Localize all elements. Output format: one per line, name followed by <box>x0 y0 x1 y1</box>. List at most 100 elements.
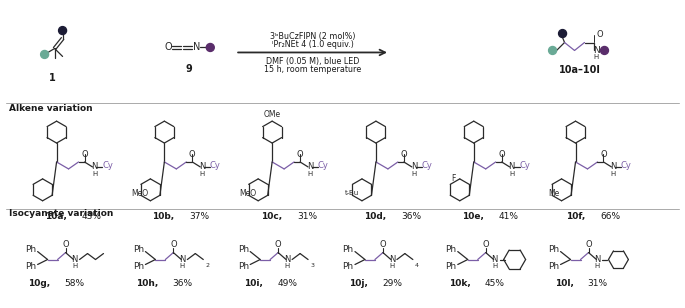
Text: 37%: 37% <box>189 212 210 221</box>
Text: MeO: MeO <box>239 189 256 198</box>
Text: H: H <box>179 263 185 270</box>
Text: 10e,: 10e, <box>462 212 484 221</box>
Text: H: H <box>509 171 514 177</box>
Text: F: F <box>451 174 456 183</box>
Text: H: H <box>72 263 77 270</box>
Text: N: N <box>284 255 290 264</box>
Text: O: O <box>297 149 303 159</box>
Text: 45%: 45% <box>485 279 505 288</box>
Text: Cy: Cy <box>102 161 113 170</box>
Text: Alkene variation: Alkene variation <box>9 104 92 113</box>
Text: DMF (0.05 M), blue LED: DMF (0.05 M), blue LED <box>266 57 359 66</box>
Text: Cy: Cy <box>519 161 530 170</box>
Text: O: O <box>275 240 282 249</box>
Text: 10b,: 10b, <box>152 212 175 221</box>
Text: N: N <box>71 255 77 264</box>
Text: O: O <box>189 149 196 159</box>
Text: H: H <box>92 171 97 177</box>
Text: OMe: OMe <box>264 110 281 119</box>
Text: O: O <box>499 149 505 159</box>
Text: 36%: 36% <box>173 279 192 288</box>
Text: O: O <box>82 149 88 159</box>
Circle shape <box>601 47 608 55</box>
Text: Ph: Ph <box>25 262 36 271</box>
Text: Ph: Ph <box>238 245 249 254</box>
Circle shape <box>40 51 49 59</box>
Text: Ph: Ph <box>445 262 456 271</box>
Circle shape <box>59 26 66 34</box>
Text: O: O <box>401 149 407 159</box>
Text: 9: 9 <box>186 64 192 75</box>
Text: 49%: 49% <box>277 279 297 288</box>
Text: N: N <box>388 255 395 264</box>
Text: H: H <box>199 171 205 177</box>
Text: Ph: Ph <box>133 262 144 271</box>
Text: 2: 2 <box>206 263 210 268</box>
Text: ᴵPr₂NEt 4 (1.0 equiv.): ᴵPr₂NEt 4 (1.0 equiv.) <box>272 40 353 49</box>
Text: 10k,: 10k, <box>449 279 471 288</box>
Text: N: N <box>179 255 186 264</box>
Text: Ph: Ph <box>548 245 559 254</box>
Text: MeO: MeO <box>132 189 149 198</box>
Text: O: O <box>600 149 607 159</box>
Text: Ph: Ph <box>342 262 353 271</box>
Text: Ph: Ph <box>238 262 249 271</box>
Text: O: O <box>596 30 603 39</box>
Text: Ph: Ph <box>133 245 144 254</box>
Text: 10c,: 10c, <box>261 212 282 221</box>
Text: H: H <box>595 263 600 270</box>
Text: H: H <box>492 263 497 270</box>
Text: 3ᵇBuCzFIPN (2 mol%): 3ᵇBuCzFIPN (2 mol%) <box>270 32 356 41</box>
Text: 15 h, room temperature: 15 h, room temperature <box>264 65 361 74</box>
Text: 10g,: 10g, <box>29 279 51 288</box>
Text: 31%: 31% <box>588 279 608 288</box>
Text: 31%: 31% <box>297 212 317 221</box>
Text: O: O <box>62 240 69 249</box>
Text: N: N <box>307 162 313 172</box>
Text: Cy: Cy <box>210 161 221 170</box>
Circle shape <box>558 30 566 38</box>
Text: N: N <box>411 162 417 172</box>
Text: N: N <box>610 162 616 172</box>
Circle shape <box>206 43 214 51</box>
Text: 4: 4 <box>415 263 419 268</box>
Text: 10f,: 10f, <box>566 212 586 221</box>
Text: 10d,: 10d, <box>364 212 386 221</box>
Text: 10i,: 10i, <box>245 279 263 288</box>
Text: H: H <box>389 263 395 270</box>
Text: H: H <box>594 55 599 60</box>
Text: O: O <box>482 240 489 249</box>
Text: 10j,: 10j, <box>349 279 368 288</box>
Text: Isocyanate variation: Isocyanate variation <box>9 209 113 218</box>
Text: 41%: 41% <box>499 212 519 221</box>
Circle shape <box>549 47 557 55</box>
Text: 58%: 58% <box>64 279 85 288</box>
Text: N: N <box>492 255 498 264</box>
Text: N: N <box>199 162 205 172</box>
Text: Ph: Ph <box>445 245 456 254</box>
Text: 10a–10l: 10a–10l <box>558 65 601 75</box>
Text: N: N <box>192 43 200 52</box>
Text: H: H <box>611 171 616 177</box>
Text: 43%: 43% <box>82 212 101 221</box>
Text: 3: 3 <box>310 263 314 268</box>
Text: Cy: Cy <box>421 161 432 170</box>
Text: N: N <box>595 255 601 264</box>
Text: 36%: 36% <box>401 212 421 221</box>
Text: t-Bu: t-Bu <box>345 190 360 196</box>
Text: N: N <box>593 46 600 55</box>
Text: O: O <box>164 43 172 52</box>
Text: 10l,: 10l, <box>555 279 573 288</box>
Text: O: O <box>379 240 386 249</box>
Text: 10a,: 10a, <box>45 212 66 221</box>
Text: N: N <box>91 162 98 172</box>
Text: Ph: Ph <box>25 245 36 254</box>
Text: Me: Me <box>549 189 560 198</box>
Text: 1: 1 <box>49 73 56 83</box>
Text: Ph: Ph <box>342 245 353 254</box>
Text: 66%: 66% <box>601 212 621 221</box>
Text: O: O <box>170 240 177 249</box>
Text: O: O <box>585 240 592 249</box>
Text: 10h,: 10h, <box>136 279 158 288</box>
Text: Cy: Cy <box>318 161 329 170</box>
